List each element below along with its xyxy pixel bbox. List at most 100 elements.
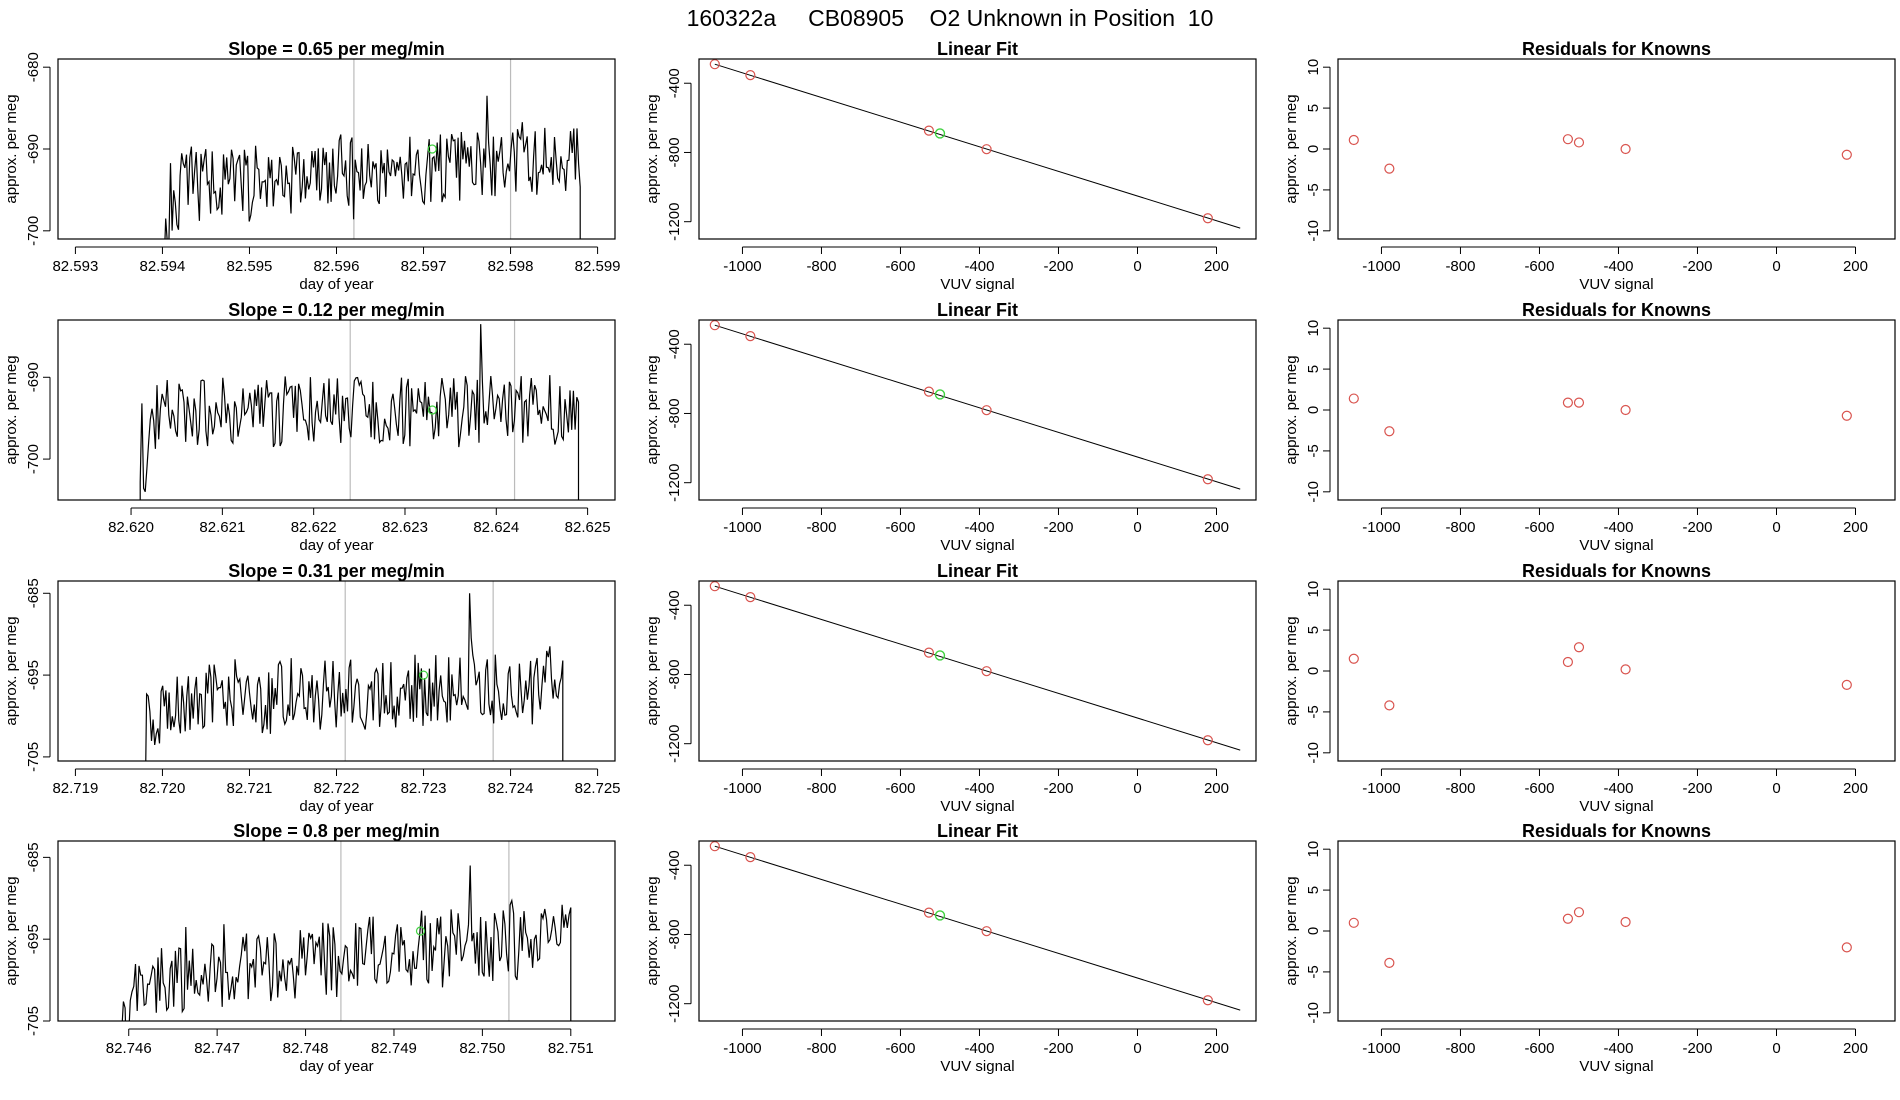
y-axis-label: approx. per meg — [3, 355, 20, 464]
y-tick-label: -1200 — [666, 464, 683, 502]
plot-area — [139, 320, 580, 500]
x-axis-label: day of year — [299, 798, 373, 815]
x-tick-label: 82.722 — [314, 780, 360, 797]
chart-panel: Residuals for Knowns VUV signal approx. pe… — [1283, 39, 1896, 293]
known-point — [709, 581, 720, 592]
y-tick-label: -400 — [666, 850, 683, 880]
x-tick-label: 82.623 — [382, 519, 428, 536]
known-point — [709, 841, 720, 852]
known-point — [709, 59, 720, 70]
known-point — [1562, 397, 1574, 408]
fit-line — [714, 585, 1241, 751]
y-tick-label: 10 — [1305, 320, 1322, 337]
x-tick-label: 82.721 — [227, 780, 273, 797]
x-tick-label: 82.719 — [52, 780, 98, 797]
plot-area — [145, 581, 564, 761]
known-point — [745, 591, 756, 603]
known-point — [1573, 137, 1585, 148]
known-point — [1348, 393, 1359, 404]
x-tick-label: 200 — [1204, 519, 1229, 536]
panel-title: Slope = 0.31 per meg/min — [228, 561, 445, 581]
x-tick-label: -400 — [1603, 780, 1633, 797]
known-point — [923, 386, 935, 397]
y-tick-label: -705 — [25, 1006, 42, 1036]
known-point — [1841, 942, 1852, 953]
known-point — [745, 330, 756, 342]
y-tick-label: -400 — [666, 329, 683, 359]
y-tick-label: -10 — [1305, 481, 1322, 503]
known-point — [1562, 134, 1574, 145]
x-tick-label: -800 — [1445, 258, 1475, 275]
x-tick-label: -600 — [885, 1040, 915, 1057]
chart-panel: Residuals for Knowns VUV signal approx. pe… — [1283, 300, 1896, 554]
y-axis-label: approx. per meg — [1283, 876, 1300, 985]
y-tick-label: -690 — [25, 362, 42, 392]
plot-area — [1348, 393, 1852, 437]
fit-line — [714, 63, 1241, 229]
known-point — [1348, 917, 1359, 928]
x-tick-label: 82.725 — [575, 780, 621, 797]
x-tick-label: -800 — [806, 1040, 836, 1057]
fit-line — [714, 845, 1241, 1011]
x-tick-label: -1000 — [1362, 1040, 1400, 1057]
x-tick-label: -1000 — [1362, 519, 1400, 536]
known-point — [1620, 143, 1631, 155]
x-axis-label: VUV signal — [940, 276, 1014, 293]
y-axis-label: approx. per meg — [3, 876, 20, 985]
x-tick-label: 82.748 — [283, 1040, 329, 1057]
x-tick-label: 82.598 — [488, 258, 534, 275]
plot-frame — [57, 840, 616, 1022]
known-point — [745, 69, 756, 81]
x-tick-label: 0 — [1772, 258, 1780, 275]
x-tick-label: -600 — [885, 780, 915, 797]
known-point — [981, 144, 992, 155]
known-point — [1620, 664, 1631, 675]
known-point — [981, 405, 992, 416]
known-point — [709, 320, 720, 331]
y-tick-label: -690 — [25, 134, 42, 164]
y-tick-label: 5 — [1305, 104, 1322, 112]
x-tick-label: -800 — [806, 258, 836, 275]
y-tick-label: -400 — [666, 68, 683, 98]
known-point — [981, 666, 992, 677]
panel-title: Linear Fit — [937, 561, 1018, 581]
known-point — [1348, 653, 1359, 664]
y-tick-label: -10 — [1305, 742, 1322, 764]
plot-area — [164, 59, 581, 239]
x-tick-label: 0 — [1772, 780, 1780, 797]
chart-panel: Slope = 0.8 per meg/min day of year approx… — [3, 821, 616, 1075]
unknown-point — [934, 910, 946, 921]
y-tick-label: -10 — [1305, 1002, 1322, 1024]
x-tick-label: -400 — [1603, 1040, 1633, 1057]
x-tick-label: -200 — [1043, 1040, 1073, 1057]
x-tick-label: -600 — [1524, 258, 1554, 275]
known-point — [1620, 404, 1631, 416]
plot-frame — [57, 58, 616, 240]
plot-frame — [698, 580, 1257, 762]
x-tick-label: -1000 — [723, 1040, 761, 1057]
x-axis-label: VUV signal — [940, 1058, 1014, 1075]
x-tick-label: 82.747 — [194, 1040, 240, 1057]
x-tick-label: -1000 — [723, 519, 761, 536]
known-point — [923, 907, 935, 918]
unknown-point — [427, 405, 437, 415]
y-tick-label: -1200 — [666, 725, 683, 763]
x-tick-label: 0 — [1133, 519, 1141, 536]
x-tick-label: -400 — [964, 1040, 994, 1057]
y-tick-label: -685 — [25, 842, 42, 872]
x-tick-label: -600 — [885, 258, 915, 275]
x-tick-label: -800 — [806, 519, 836, 536]
panel-title: Slope = 0.12 per meg/min — [228, 300, 445, 320]
plot-frame — [57, 319, 616, 501]
unknown-point — [934, 650, 946, 661]
x-tick-label: 200 — [1843, 780, 1868, 797]
plot-area — [1348, 134, 1852, 174]
known-point — [1841, 149, 1852, 160]
y-tick-label: -800 — [666, 398, 683, 428]
y-axis-label: approx. per meg — [1283, 616, 1300, 725]
y-tick-label: -800 — [666, 659, 683, 689]
chart-panel: Linear Fit VUV signal approx. per meg -1000… — [644, 300, 1257, 554]
y-tick-label: 0 — [1305, 927, 1322, 935]
plot-frame — [57, 580, 616, 762]
